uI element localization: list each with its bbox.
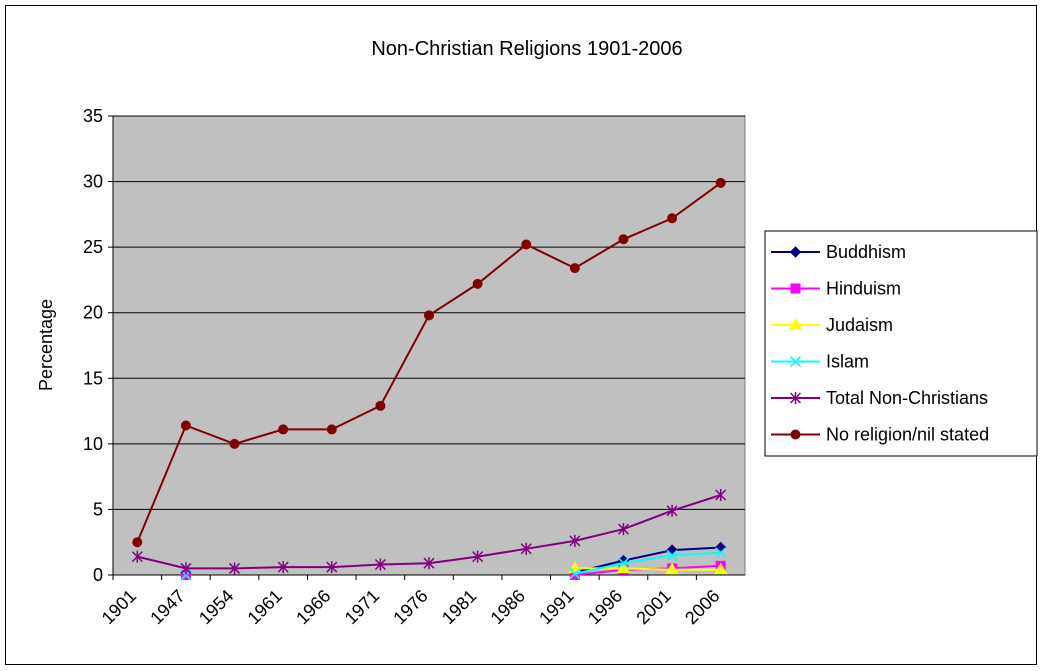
series-line bbox=[574, 546, 721, 574]
data-point bbox=[715, 177, 726, 188]
data-point bbox=[131, 550, 143, 563]
plot-area bbox=[112, 115, 746, 576]
legend-item: Islam bbox=[771, 352, 869, 372]
legend-label: Total Non-Christians bbox=[826, 388, 988, 408]
data-point bbox=[713, 562, 728, 575]
x-tick-label: 1954 bbox=[195, 586, 237, 628]
legend-items: Buddhism Hinduism Judaism Islam Total Non-Ch… bbox=[771, 242, 989, 445]
data-point bbox=[326, 424, 337, 435]
legend-label: Islam bbox=[826, 352, 869, 372]
legend-label: Hinduism bbox=[826, 279, 901, 299]
x-tick-label: 1961 bbox=[244, 586, 286, 628]
data-point bbox=[667, 213, 678, 224]
y-tick-label: 30 bbox=[83, 172, 103, 192]
legend-label: Judaism bbox=[826, 315, 893, 335]
data-point bbox=[666, 504, 678, 517]
legend bbox=[764, 230, 1038, 457]
series-5 bbox=[132, 177, 726, 548]
x-tick-label: 1981 bbox=[438, 586, 480, 628]
series-line bbox=[574, 551, 721, 575]
legend-marker bbox=[789, 392, 802, 404]
data-point bbox=[569, 534, 581, 547]
data-point bbox=[666, 549, 678, 561]
legend-marker bbox=[789, 355, 802, 368]
data-point bbox=[521, 239, 532, 250]
x-tick-label: 1947 bbox=[146, 586, 188, 628]
x-tick-label: 1966 bbox=[292, 586, 334, 628]
chart-title: Non-Christian Religions 1901-2006 bbox=[371, 38, 682, 60]
x-axis-ticks: 1901 1947 1954 1961 1966 1971 1976 1981 1986 1991… bbox=[98, 575, 724, 628]
y-tick-label: 20 bbox=[83, 303, 103, 323]
data-point bbox=[374, 558, 386, 571]
data-point bbox=[472, 550, 484, 563]
data-point bbox=[618, 234, 629, 245]
legend-marker bbox=[790, 283, 801, 294]
legend-marker bbox=[788, 318, 803, 330]
y-axis-label: Percentage bbox=[36, 299, 56, 391]
legend-item: Total Non-Christians bbox=[771, 388, 988, 408]
y-axis-ticks: 0 5 10 15 20 25 30 35 bbox=[83, 106, 113, 585]
data-point bbox=[715, 547, 727, 559]
x-tick-label: 2001 bbox=[632, 586, 674, 628]
x-tick-label: 1986 bbox=[487, 586, 529, 628]
data-point bbox=[375, 400, 386, 411]
data-point bbox=[665, 562, 679, 575]
series-layer bbox=[131, 177, 728, 581]
x-tick-label: 1971 bbox=[341, 586, 383, 628]
data-point bbox=[569, 568, 581, 580]
data-point bbox=[180, 420, 191, 431]
legend-item: Buddhism bbox=[771, 242, 906, 262]
legend-marker bbox=[789, 246, 802, 258]
data-point bbox=[278, 424, 289, 435]
y-tick-label: 15 bbox=[83, 368, 103, 388]
series-3 bbox=[180, 547, 727, 581]
data-point bbox=[229, 562, 241, 575]
x-tick-label: 1901 bbox=[98, 586, 140, 628]
gridlines bbox=[112, 115, 745, 576]
y-tick-label: 35 bbox=[83, 106, 103, 126]
data-point bbox=[520, 542, 532, 555]
y-tick-label: 0 bbox=[93, 565, 103, 585]
data-point bbox=[132, 537, 143, 548]
x-tick-label: 1991 bbox=[535, 586, 577, 628]
y-tick-label: 10 bbox=[83, 434, 103, 454]
legend-item: Hinduism bbox=[771, 279, 901, 299]
data-point bbox=[617, 523, 629, 536]
x-tick-label: 2006 bbox=[681, 586, 723, 628]
data-point bbox=[180, 562, 192, 575]
y-tick-label: 25 bbox=[83, 237, 103, 257]
data-point bbox=[569, 263, 580, 274]
legend-marker bbox=[790, 429, 801, 440]
legend-label: No religion/nil stated bbox=[826, 425, 989, 445]
legend-item: Judaism bbox=[771, 315, 893, 335]
data-point bbox=[423, 557, 435, 570]
data-point bbox=[617, 557, 630, 569]
data-point bbox=[326, 561, 338, 574]
data-point bbox=[229, 438, 240, 449]
legend-item: No religion/nil stated bbox=[771, 425, 989, 445]
x-tick-label: 1996 bbox=[584, 586, 626, 628]
data-point bbox=[424, 310, 434, 321]
series-4 bbox=[131, 489, 727, 575]
legend-label: Buddhism bbox=[826, 242, 906, 262]
y-tick-label: 5 bbox=[93, 499, 103, 519]
data-point bbox=[715, 489, 727, 502]
data-point bbox=[277, 561, 289, 574]
x-tick-label: 1976 bbox=[389, 586, 431, 628]
data-point bbox=[472, 278, 483, 289]
data-point bbox=[616, 561, 631, 573]
